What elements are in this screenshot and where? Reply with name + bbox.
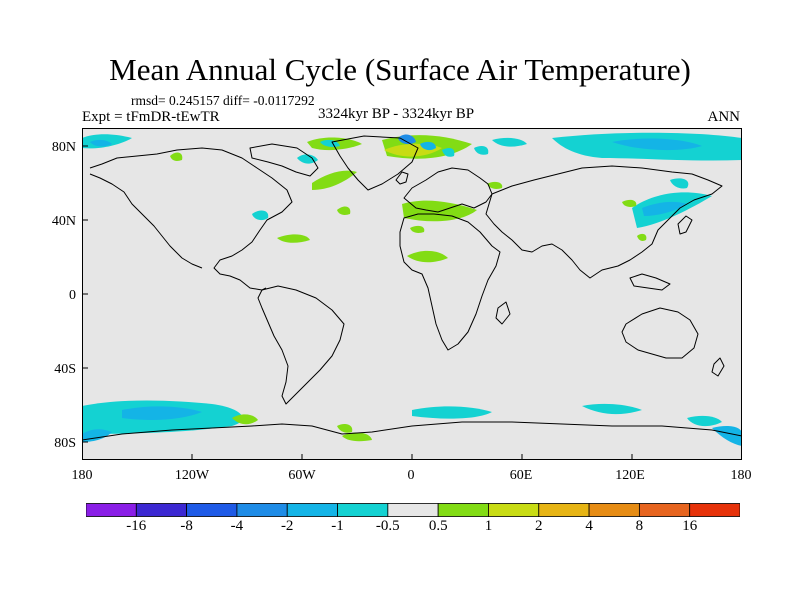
y-label-80s: 80S <box>54 436 76 451</box>
coast-uk <box>395 171 409 185</box>
patch-kara <box>492 137 527 147</box>
colorbar-label: 2 <box>535 518 543 534</box>
patch-antarctic-green <box>342 432 372 442</box>
x-label-180e: 180 <box>730 468 752 483</box>
coast-indonesia <box>629 273 671 291</box>
colorbar-box <box>86 503 137 517</box>
x-label-0: 0 <box>407 468 415 483</box>
axis-ticks <box>82 145 633 460</box>
y-label-40n: 40N <box>51 214 76 229</box>
y-label-eq: 0 <box>69 288 76 303</box>
colorbar <box>86 503 740 517</box>
patch-greenland-blue <box>398 134 416 145</box>
patch-amundsen <box>232 414 258 425</box>
patch-mongolia <box>622 199 637 207</box>
colorbar-box <box>286 503 338 517</box>
season-label: ANN <box>707 109 741 125</box>
x-label-180w: 180 <box>71 468 93 483</box>
coast-madagascar <box>495 301 511 325</box>
anomaly-patches <box>82 132 742 446</box>
colorbar-label: 16 <box>682 518 698 534</box>
colorbar-box <box>638 503 691 517</box>
x-label-60e: 60E <box>509 468 533 483</box>
x-label-120e: 120E <box>615 468 645 483</box>
coast-asia <box>485 165 723 279</box>
patch-indian-south <box>582 403 642 415</box>
x-label-120w: 120W <box>174 468 210 483</box>
colorbar-label: 8 <box>635 518 644 534</box>
coast-south-america <box>257 285 345 405</box>
patch-kamchatka <box>670 178 689 189</box>
colorbar-box <box>689 503 740 517</box>
patch-weddell <box>412 406 492 419</box>
colorbar-label: -4 <box>230 518 244 534</box>
y-label-40s: 40S <box>54 362 76 377</box>
patch-morocco <box>410 225 425 233</box>
colorbar-box <box>337 503 389 517</box>
patch-greenland-lightblue <box>420 141 436 151</box>
coast-canada-islands <box>249 143 319 177</box>
colorbar-box <box>488 503 540 517</box>
colorbar-box <box>387 503 439 517</box>
patch-south-pacific-core <box>122 406 202 420</box>
rmsd-diff-stats: rmsd= 0.245157 diff= -0.0117292 <box>131 93 315 108</box>
patch-china-east <box>637 233 647 241</box>
colorbar-label: -2 <box>280 518 294 534</box>
coast-greenland <box>331 135 419 191</box>
patch-siberia-core <box>612 138 702 151</box>
coastlines <box>82 135 742 441</box>
experiment-label: Expt = tFmDR-tEwTR <box>82 109 220 125</box>
colorbar-label: 1 <box>484 518 493 534</box>
patch-atlantic-mid <box>277 234 310 243</box>
patch-antarctic-east <box>687 415 722 427</box>
colorbar-box <box>437 503 489 517</box>
colorbar-box <box>135 503 188 517</box>
coast-australia <box>621 307 699 359</box>
x-label-60w: 60W <box>288 468 316 483</box>
coast-africa <box>399 213 501 351</box>
colorbar-label: 4 <box>585 518 593 534</box>
patch-russia-green <box>487 181 503 189</box>
patch-baffin <box>297 154 318 164</box>
colorbar-label: -8 <box>180 518 193 534</box>
colorbar-box <box>186 503 238 517</box>
colorbar-label: 0.5 <box>428 518 448 534</box>
colorbar-box <box>538 503 590 517</box>
patch-great-lakes <box>252 210 269 221</box>
anomaly-map <box>82 128 742 460</box>
patch-atlantic-north <box>337 206 351 215</box>
colorbar-label: -0.5 <box>375 518 400 534</box>
coast-japan <box>677 215 693 235</box>
patch-labrador <box>312 170 357 190</box>
y-label-80n: 80N <box>51 140 76 155</box>
patch-norway-sea <box>442 148 455 157</box>
coast-north-america <box>89 147 293 291</box>
coast-antarctica <box>82 421 742 441</box>
patch-barents <box>474 146 489 155</box>
colorbar-box <box>588 503 640 517</box>
colorbar-label: -16 <box>126 518 147 534</box>
colorbar-box <box>236 503 288 517</box>
patch-arctic-alaska-core <box>90 139 112 147</box>
plot-title: Mean Annual Cycle (Surface Air Temperatu… <box>109 52 691 87</box>
colorbar-label: -1 <box>331 518 344 534</box>
patch-antarctic-peninsula <box>337 424 353 433</box>
patch-canada-west <box>170 152 183 161</box>
patch-japan-core <box>642 201 687 216</box>
coast-new-zealand <box>711 357 725 377</box>
period-label: 3324kyr BP - 3324kyr BP <box>318 106 475 122</box>
patch-europe-mediterranean <box>402 200 477 222</box>
patch-sahara <box>407 250 448 263</box>
